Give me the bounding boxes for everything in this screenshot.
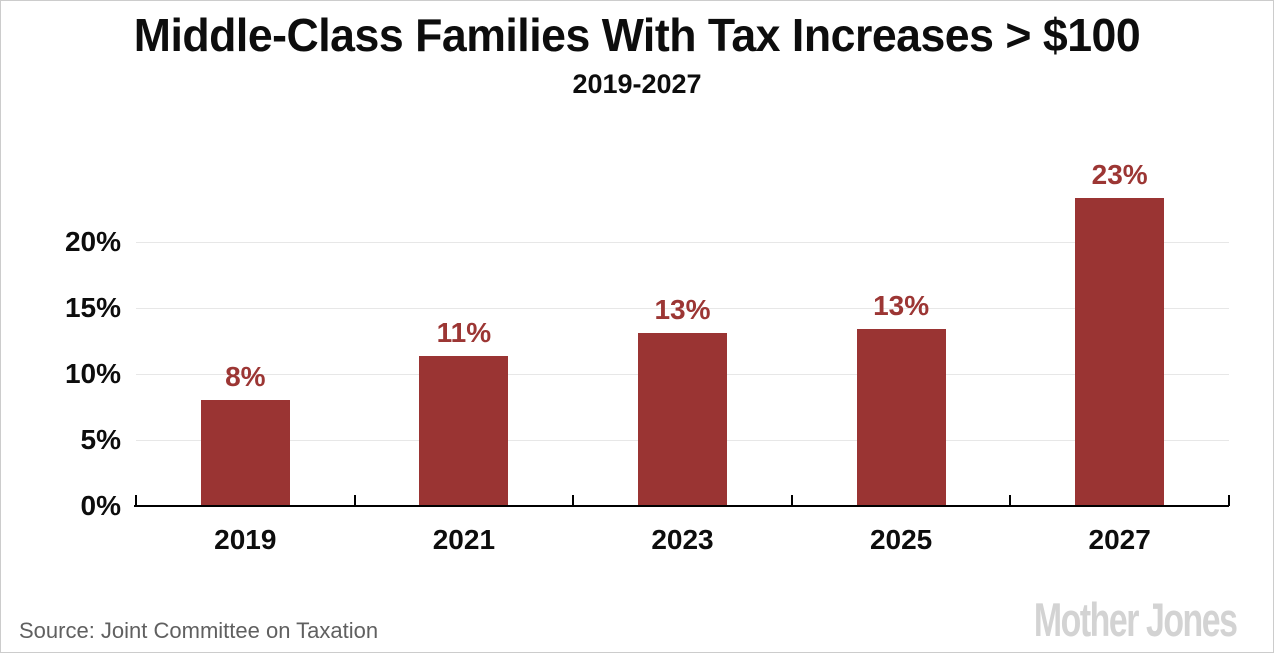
axis-tick xyxy=(572,495,575,506)
y-axis-label: 15% xyxy=(64,292,121,323)
x-axis-label: 2021 xyxy=(432,524,496,555)
x-axis-label: 2025 xyxy=(869,524,933,555)
x-axis-label: 2023 xyxy=(651,524,714,555)
bar-value-label: 13% xyxy=(873,290,930,322)
y-axis-label: 5% xyxy=(80,424,121,455)
bar xyxy=(856,329,946,506)
x-axis-label: 2027 xyxy=(1088,524,1151,555)
y-axis-label: 20% xyxy=(64,226,121,257)
gridline xyxy=(136,242,1229,243)
chart-subtitle: 2019-2027 xyxy=(572,69,702,99)
gridline xyxy=(136,308,1229,309)
bar xyxy=(200,400,290,506)
bar xyxy=(1075,198,1165,506)
bar-value-label: 23% xyxy=(1091,159,1148,191)
axis-tick xyxy=(353,495,356,506)
bar-value-label: 8% xyxy=(225,361,266,393)
x-axis-label: 2019 xyxy=(214,524,277,555)
x-axis-line xyxy=(134,505,1229,507)
y-axis-label: 0% xyxy=(80,490,121,521)
bar-value-label: 13% xyxy=(654,294,711,326)
axis-tick xyxy=(790,495,793,506)
axis-tick xyxy=(1228,495,1230,506)
y-axis-label: 10% xyxy=(64,358,121,389)
axis-tick xyxy=(135,495,137,506)
motherjones-logo: Mother Jones xyxy=(1034,593,1238,646)
chart-title: Middle-Class Families With Tax Increases… xyxy=(133,9,1141,61)
axis-tick xyxy=(1009,495,1012,506)
bar xyxy=(419,355,509,506)
source-note: Source: Joint Committee on Taxation xyxy=(19,618,379,643)
bar xyxy=(638,333,727,506)
bar-value-label: 11% xyxy=(436,316,492,348)
